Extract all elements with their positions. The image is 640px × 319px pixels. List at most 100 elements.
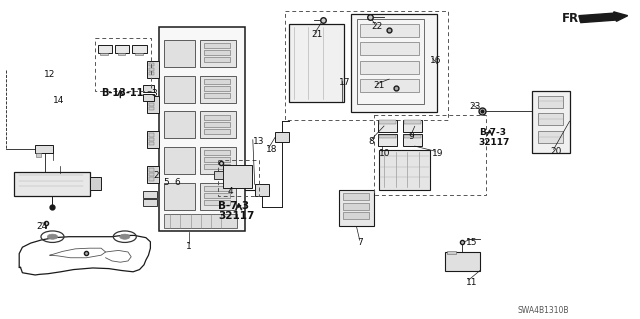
Bar <box>447 251 456 254</box>
Text: 19: 19 <box>432 149 444 158</box>
Text: B-13-11: B-13-11 <box>101 88 143 98</box>
Bar <box>218 160 259 196</box>
Circle shape <box>47 234 58 239</box>
Bar <box>204 164 230 169</box>
Bar <box>360 42 419 55</box>
Bar <box>149 177 154 181</box>
Text: 10: 10 <box>379 149 390 158</box>
Bar <box>164 183 195 210</box>
Bar <box>149 68 154 71</box>
Bar <box>379 150 430 190</box>
Bar <box>404 120 421 124</box>
Bar <box>351 14 437 112</box>
FancyArrow shape <box>579 12 628 23</box>
Bar <box>149 107 154 110</box>
Bar <box>90 177 101 190</box>
Bar <box>204 79 230 84</box>
Text: B-7-3: B-7-3 <box>218 201 250 211</box>
Bar <box>445 252 480 271</box>
Bar <box>200 183 236 210</box>
Bar <box>532 91 570 153</box>
Bar <box>115 45 129 53</box>
Bar <box>403 134 422 146</box>
Text: 18: 18 <box>266 145 277 154</box>
Bar <box>360 61 419 74</box>
Bar <box>343 203 369 210</box>
Text: 14: 14 <box>53 96 65 105</box>
Text: 9: 9 <box>408 132 414 141</box>
Text: 21: 21 <box>312 30 323 39</box>
Bar <box>147 96 159 113</box>
Bar <box>204 193 230 198</box>
Bar <box>200 40 236 67</box>
Text: 13: 13 <box>253 137 264 146</box>
Text: 6: 6 <box>174 178 180 187</box>
Bar <box>135 53 143 55</box>
Bar <box>204 129 230 134</box>
Bar <box>164 214 237 228</box>
Text: 17: 17 <box>339 78 351 87</box>
Bar <box>95 38 151 91</box>
Text: 23: 23 <box>469 102 481 111</box>
Bar <box>204 157 230 162</box>
Bar <box>374 115 486 195</box>
Text: 2: 2 <box>153 171 159 180</box>
Bar <box>149 138 154 141</box>
Bar <box>378 120 397 132</box>
Text: 32117: 32117 <box>218 211 255 221</box>
Bar <box>149 103 154 106</box>
Bar <box>339 190 374 226</box>
Bar <box>204 50 230 55</box>
Bar <box>204 57 230 62</box>
Bar <box>100 53 108 55</box>
Bar <box>143 199 157 206</box>
Bar <box>343 212 369 219</box>
Text: 20: 20 <box>550 147 562 156</box>
Bar <box>143 85 154 92</box>
Bar <box>149 173 154 176</box>
Bar <box>538 113 563 125</box>
Bar <box>204 86 230 91</box>
Bar <box>132 45 147 53</box>
Bar <box>147 131 159 148</box>
Text: 24: 24 <box>36 222 48 231</box>
Bar <box>204 150 230 155</box>
Text: SWA4B1310B: SWA4B1310B <box>517 306 568 315</box>
Bar <box>143 191 157 198</box>
Text: 1: 1 <box>186 242 191 251</box>
Bar <box>200 111 236 138</box>
Text: 3: 3 <box>152 89 157 98</box>
Text: 15: 15 <box>466 238 477 247</box>
Bar <box>289 24 344 102</box>
Bar <box>343 193 369 200</box>
Bar <box>149 168 154 172</box>
Bar <box>200 76 236 103</box>
Bar <box>204 186 230 191</box>
Bar <box>275 132 289 142</box>
Bar <box>223 165 252 188</box>
Text: 21: 21 <box>373 81 385 90</box>
Bar <box>204 200 230 205</box>
Bar <box>360 24 419 37</box>
Bar <box>14 172 90 196</box>
Bar <box>159 27 245 231</box>
Bar <box>164 147 195 174</box>
Bar <box>143 94 154 101</box>
Text: B-7-3: B-7-3 <box>479 128 506 137</box>
Bar <box>149 63 154 66</box>
Bar <box>538 96 563 108</box>
Bar <box>360 79 419 92</box>
Bar <box>164 40 195 67</box>
Text: 8: 8 <box>368 137 374 146</box>
Circle shape <box>120 234 130 239</box>
Bar <box>164 111 195 138</box>
Bar <box>36 153 41 157</box>
Text: 32117: 32117 <box>479 138 510 147</box>
Text: 11: 11 <box>466 278 477 286</box>
Bar <box>378 134 397 146</box>
Bar <box>147 61 159 78</box>
Bar <box>149 72 154 75</box>
Text: 16: 16 <box>430 56 442 65</box>
Bar <box>403 120 422 132</box>
Bar <box>149 98 154 101</box>
